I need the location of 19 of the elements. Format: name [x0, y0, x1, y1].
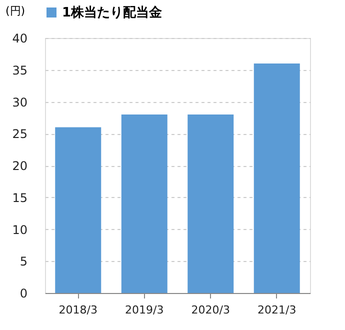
y-axis-title: (円): [6, 4, 26, 18]
y-tick-label: 5: [20, 254, 28, 269]
x-tick-label: 2019/3: [125, 304, 164, 316]
y-tick-label: 35: [12, 63, 28, 78]
x-tick-label: 2021/3: [258, 304, 296, 316]
y-tick-label: 10: [12, 222, 28, 237]
y-tick-label: 20: [12, 159, 28, 173]
x-tick-label: 2018/3: [58, 304, 98, 316]
y-tick-label: 40: [12, 32, 28, 46]
x-tick-label: 2020/3: [191, 304, 230, 316]
bar: [55, 127, 102, 293]
bar: [188, 114, 234, 293]
y-tick-label: 0: [20, 286, 28, 300]
legend-label: 1株当たり配当金: [62, 6, 164, 20]
bar: [121, 114, 168, 293]
y-tick-label: 25: [12, 127, 28, 142]
bar: [254, 64, 300, 293]
y-tick-label: 30: [12, 95, 28, 110]
y-tick-label: 15: [12, 190, 28, 205]
